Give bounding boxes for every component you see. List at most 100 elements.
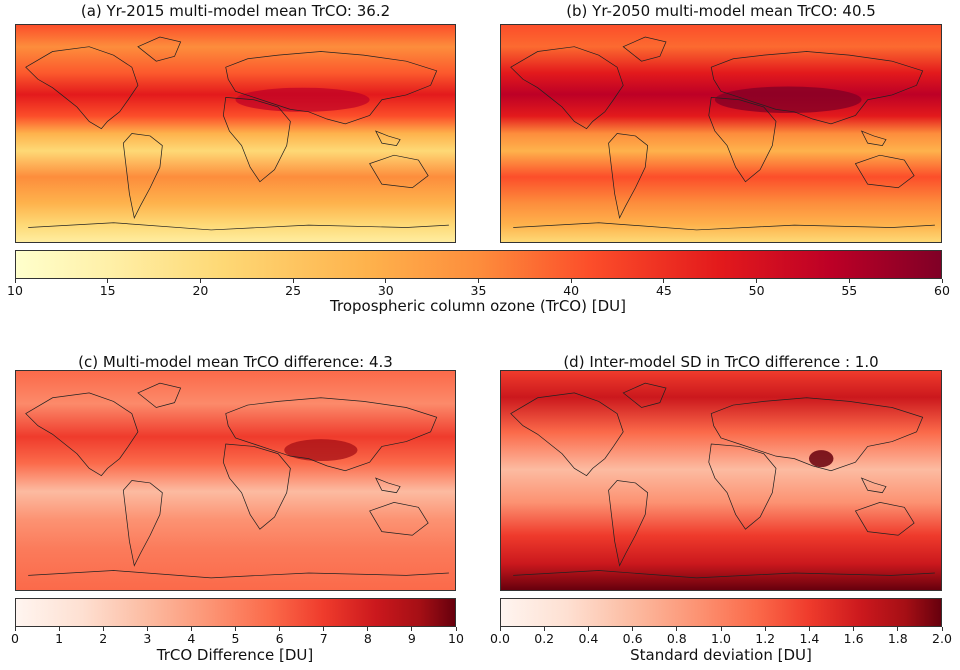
colorbar-difference bbox=[15, 598, 456, 627]
colorbar-tickmark bbox=[14, 279, 16, 283]
colorbar-tick-label: 7 bbox=[319, 631, 328, 646]
colorbar-tickmark bbox=[720, 627, 722, 631]
coastlines bbox=[25, 382, 449, 579]
colorbar-sd-label: Standard deviation [DU] bbox=[630, 646, 812, 664]
colorbar-tick-label: 1.8 bbox=[887, 631, 908, 646]
colorbar-tick-label: 6 bbox=[275, 631, 284, 646]
colorbar-tick-label: 40 bbox=[563, 283, 580, 298]
colorbar-tick-label: 10 bbox=[448, 631, 464, 646]
colorbar-tickmark bbox=[190, 627, 192, 631]
coastline bbox=[860, 477, 887, 494]
colorbar-tickmark bbox=[14, 627, 16, 631]
coastlines bbox=[510, 36, 935, 231]
colorbar-tick-label: 8 bbox=[363, 631, 372, 646]
colorbar-tickmark bbox=[587, 627, 589, 631]
colorbar-tick-label: 35 bbox=[470, 283, 487, 298]
colorbar-tickmark bbox=[808, 627, 810, 631]
coastline bbox=[28, 222, 449, 231]
colorbar-tickmark bbox=[848, 279, 850, 283]
colorbar-tickmark bbox=[323, 627, 325, 631]
coastline bbox=[513, 222, 935, 231]
map-panel-b bbox=[500, 24, 942, 243]
panel-d-title: (d) Inter-model SD in TrCO difference : … bbox=[563, 353, 879, 371]
colorbar-sd bbox=[500, 598, 942, 627]
sd-field bbox=[501, 371, 941, 590]
coastline bbox=[710, 397, 924, 472]
coastlines bbox=[25, 36, 449, 231]
hotspot bbox=[809, 450, 834, 468]
colorbar-tick-label: 1.4 bbox=[799, 631, 820, 646]
colorbar-tickmark bbox=[385, 279, 387, 283]
colorbar-tickmark bbox=[941, 279, 943, 283]
coastline bbox=[622, 382, 667, 408]
coastline bbox=[374, 477, 401, 494]
coastline bbox=[622, 36, 667, 62]
colorbar-tick-label: 1.6 bbox=[843, 631, 864, 646]
coastline bbox=[369, 154, 429, 189]
coastline bbox=[708, 443, 777, 530]
coastline bbox=[25, 46, 139, 130]
colorbar-tick-label: 0.4 bbox=[578, 631, 599, 646]
map-panel-c bbox=[15, 370, 456, 591]
coastline bbox=[374, 130, 401, 146]
colorbar-tickmark bbox=[235, 627, 236, 631]
colorbar-tickmark bbox=[478, 279, 479, 283]
coastline bbox=[137, 36, 182, 62]
colorbar-tickmark bbox=[107, 279, 109, 283]
hotspot bbox=[235, 87, 370, 112]
difference-field bbox=[16, 371, 455, 590]
colorbar-tick-label: 0 bbox=[11, 631, 19, 646]
colorbar-tick-label: 0.0 bbox=[490, 631, 510, 646]
colorbar-tick-label: 20 bbox=[192, 283, 209, 298]
coastline bbox=[510, 392, 624, 477]
colorbar-tick-label: 25 bbox=[285, 283, 302, 298]
coastline bbox=[510, 46, 624, 130]
colorbar-tick-label: 1.0 bbox=[711, 631, 731, 646]
colorbar-tickmark bbox=[292, 279, 294, 283]
colorbar-tickmark bbox=[897, 627, 899, 631]
panel-a-title: (a) Yr-2015 multi-model mean TrCO: 36.2 bbox=[80, 2, 391, 20]
colorbar-tickmark bbox=[570, 279, 572, 283]
coastline bbox=[122, 133, 163, 219]
colorbar-tickmark bbox=[941, 627, 943, 631]
colorbar-tickmark bbox=[543, 627, 545, 631]
colorbar-tickmark bbox=[764, 627, 766, 631]
colorbar-tick-label: 10 bbox=[7, 283, 23, 298]
coastline bbox=[708, 96, 777, 183]
colorbar-tickmark bbox=[632, 627, 634, 631]
colorbar-tickmark bbox=[199, 279, 201, 283]
colorbar-tick-label: 9 bbox=[407, 631, 416, 646]
coastline bbox=[225, 51, 438, 125]
colorbar-tick-label: 30 bbox=[377, 283, 394, 298]
coastline bbox=[854, 154, 915, 189]
ozone-field bbox=[501, 25, 941, 242]
coastline bbox=[137, 382, 182, 408]
coastline bbox=[854, 502, 915, 536]
panel-c-title: (c) Multi-model mean TrCO difference: 4.… bbox=[78, 353, 393, 371]
colorbar-tickmark bbox=[102, 627, 104, 631]
panel-b-title: (b) Yr-2050 multi-model mean TrCO: 40.5 bbox=[566, 2, 876, 20]
colorbar-trco bbox=[15, 250, 942, 279]
coastline bbox=[28, 570, 449, 579]
colorbar-tickmark bbox=[499, 627, 501, 631]
colorbar-tickmark bbox=[455, 627, 457, 631]
colorbar-trco-label: Tropospheric column ozone (TrCO) [DU] bbox=[330, 297, 626, 315]
colorbar-tickmark bbox=[58, 627, 60, 631]
colorbar-tick-label: 3 bbox=[143, 631, 152, 646]
colorbar-tick-label: 50 bbox=[748, 283, 765, 298]
coastline bbox=[222, 443, 291, 530]
colorbar-tick-label: 15 bbox=[99, 283, 116, 298]
coastline bbox=[710, 51, 924, 125]
colorbar-tick-label: 60 bbox=[934, 283, 950, 298]
colorbar-tickmark bbox=[367, 627, 369, 631]
colorbar-tick-label: 45 bbox=[655, 283, 672, 298]
ozone-field bbox=[16, 25, 455, 242]
coastlines bbox=[510, 382, 935, 579]
colorbar-tickmark bbox=[663, 279, 665, 283]
colorbar-tick-label: 1.2 bbox=[755, 631, 776, 646]
hotspot bbox=[284, 439, 358, 462]
map-panel-a bbox=[15, 24, 456, 243]
colorbar-tick-label: 4 bbox=[187, 631, 196, 646]
coastline bbox=[222, 96, 291, 183]
colorbar-tickmark bbox=[676, 627, 678, 631]
